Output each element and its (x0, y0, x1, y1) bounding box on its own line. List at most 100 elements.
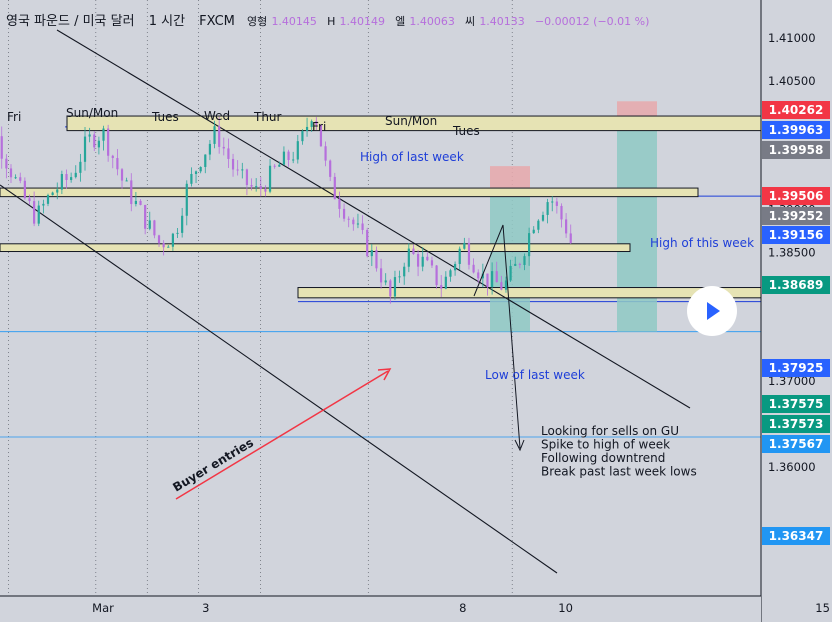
candle-body (514, 263, 517, 266)
sr-zone (0, 187, 699, 198)
header-line: 영국 파운드 / 미국 달러 1 시간 FXCM 영형 1.40145 H 1.… (6, 14, 649, 29)
exchange: FXCM (199, 14, 235, 29)
high-label: H (327, 15, 335, 28)
annotation-note: Following downtrend (541, 451, 665, 465)
candle-body (65, 174, 68, 181)
candle-body (5, 158, 8, 169)
candle-body (426, 256, 429, 261)
candle-body (551, 201, 554, 203)
price-tag: 1.39958 (762, 141, 830, 159)
candle-body (204, 154, 207, 167)
high-value: 1.40149 (340, 15, 386, 28)
candle-body (194, 171, 198, 174)
interval: 1 시간 (149, 14, 185, 29)
open-label: 영형 (247, 15, 267, 28)
candle-body (389, 280, 392, 297)
price-tag: 1.36347 (762, 527, 830, 545)
price-tag-bg (762, 101, 830, 119)
price-tag: 1.37567 (762, 435, 830, 453)
candle-body (292, 159, 295, 161)
zone-label: High of this week (650, 236, 754, 250)
low-value: 1.40063 (409, 15, 455, 28)
candle-body (51, 192, 54, 196)
price-tag-bg (762, 141, 830, 159)
candle-body (361, 223, 364, 230)
candle-body (79, 161, 82, 173)
candle-body (560, 205, 563, 220)
candle-body (162, 243, 165, 248)
change-value: −0.00012 (−0.01 %) (535, 15, 649, 28)
candle-body (421, 256, 424, 267)
price-tag-bg (762, 187, 830, 205)
candle-body (102, 128, 105, 141)
price-tag-value: 1.37925 (769, 361, 824, 375)
trendline (0, 184, 558, 574)
session-label: Sun/Mon (66, 106, 118, 120)
candle-body (449, 270, 452, 277)
price-tag: 1.39963 (762, 121, 830, 139)
price-tag-bg (762, 359, 830, 377)
candle-body (241, 169, 244, 171)
candle-body (329, 160, 332, 177)
price-tag-value: 1.39506 (769, 189, 824, 203)
candle-body (481, 273, 484, 279)
price-tag-bg (762, 207, 830, 225)
candle-body (366, 229, 369, 257)
candle-body (435, 265, 438, 286)
candle-body (70, 177, 73, 181)
price-tag: 1.37573 (762, 415, 830, 433)
candle-body (463, 242, 466, 249)
candle-body (569, 233, 572, 243)
y-tick-label: 1.38500 (768, 245, 816, 259)
candle-body (60, 174, 63, 190)
price-tag-value: 1.39958 (769, 143, 824, 157)
candle-body (393, 277, 397, 297)
price-tag: 1.38689 (762, 276, 830, 294)
price-tag: 1.37925 (762, 359, 830, 377)
price-tag-bg (762, 415, 830, 433)
x-axis-ticks: Mar38101517 (92, 601, 830, 615)
trendline (56, 29, 691, 409)
play-icon (707, 302, 720, 320)
price-tag-value: 1.37567 (769, 437, 824, 451)
candle-body (28, 198, 31, 202)
trendlines (0, 29, 691, 574)
session-label: Tues (151, 110, 179, 124)
candle-body (37, 205, 40, 224)
candle-body (407, 248, 410, 267)
candle-body (46, 195, 50, 204)
price-tag-value: 1.39156 (769, 228, 824, 242)
session-label: Fri (7, 110, 21, 124)
candle-body (458, 248, 461, 264)
candle-body (171, 233, 175, 247)
candle-body (310, 121, 313, 127)
candle-body (153, 220, 156, 236)
play-button[interactable] (687, 286, 737, 336)
candle-body (42, 203, 45, 206)
price-tag-bg (762, 121, 830, 139)
candle-body (352, 219, 355, 225)
y-tick-label: 1.37000 (768, 374, 816, 388)
candle-body (500, 282, 503, 290)
candle-body (537, 220, 540, 230)
x-tick-label: 8 (459, 601, 466, 615)
time-axis[interactable] (0, 596, 761, 622)
price-tag: 1.37575 (762, 395, 830, 413)
zone-label: Low of last week (485, 368, 585, 382)
buyer-arrow (175, 370, 389, 500)
candle-body (379, 268, 383, 283)
session-separators (8, 0, 513, 596)
candle-body (107, 128, 110, 156)
position-zones (490, 101, 657, 332)
candle-body (541, 214, 545, 221)
price-tag-value: 1.38689 (769, 278, 824, 292)
price-tag-bg (762, 226, 830, 244)
candle-body (231, 158, 235, 170)
candle-body (444, 276, 447, 289)
open-value: 1.40145 (271, 15, 317, 28)
candle-body (167, 246, 170, 248)
annotation-note: Looking for sells on GU (541, 424, 679, 438)
candle-body (296, 141, 299, 160)
candle-body (356, 223, 360, 225)
